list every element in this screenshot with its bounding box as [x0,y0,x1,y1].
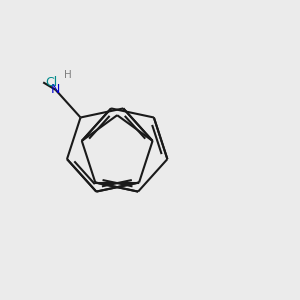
Text: Cl: Cl [45,76,58,89]
Text: H: H [64,70,71,80]
Text: N: N [51,83,60,96]
